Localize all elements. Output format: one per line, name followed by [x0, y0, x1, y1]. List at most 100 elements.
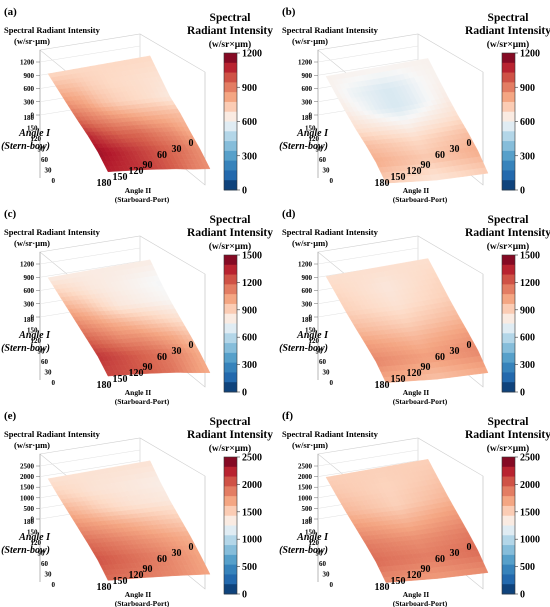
colorbar-band [502, 352, 515, 364]
angle2-tick-label: 180 [97, 380, 112, 391]
surface-patch [481, 566, 489, 574]
colorbar-tick-label: 1000 [520, 535, 540, 546]
colorbar-band [224, 150, 237, 162]
colorbar-band [224, 343, 237, 354]
colorbar-tick-label: 900 [520, 305, 535, 316]
angle2-title: Angle II [403, 388, 430, 397]
colorbar-tick-label: 1500 [520, 507, 540, 518]
colorbar-band [224, 92, 237, 103]
colorbar-title: Spectral [488, 12, 529, 24]
angle1-tick-label: 150 [27, 125, 38, 133]
z-tick-label: 300 [302, 98, 313, 106]
colorbar-band [224, 564, 237, 575]
angle2-title: Angle II [125, 388, 152, 397]
grid-line [39, 449, 141, 467]
colorbar-band [224, 170, 237, 181]
colorbar-band [224, 505, 237, 517]
angle2-tick-label: 30 [172, 144, 182, 155]
colorbar-band [502, 476, 515, 487]
angle2-tick-label: 60 [157, 150, 167, 161]
colorbar-tick-label: 1200 [520, 49, 540, 60]
z-tick-label: 0 [31, 112, 35, 120]
colorbar-tick-label: 0 [520, 590, 525, 601]
colorbar-band [224, 545, 237, 556]
colorbar-band [224, 333, 237, 344]
colorbar-band [224, 303, 237, 315]
panel-label: (c) [4, 208, 17, 220]
angle2-subtitle: (Starboard-Port) [393, 195, 448, 204]
z-axis-title: Spectral Radiant Intensity [282, 429, 379, 439]
z-axis-unit: (w/sr·μm) [14, 238, 50, 248]
angle1-tick-label: 30 [323, 167, 331, 175]
angle1-tick-label: 0 [330, 581, 334, 589]
angle2-tick-label: 30 [172, 346, 182, 357]
z-tick-label: 900 [302, 72, 313, 80]
angle1-tick-label: 60 [319, 358, 327, 366]
colorbar-band [502, 362, 515, 373]
colorbar-band [502, 466, 515, 477]
colorbar-band [502, 92, 515, 103]
angle2-tick-label: 150 [391, 374, 406, 385]
colorbar-band [224, 382, 237, 393]
angle1-tick-label: 90 [316, 146, 324, 154]
angle2-tick-label: 120 [129, 166, 144, 177]
angle2-tick-label: 180 [375, 178, 390, 189]
angle2-tick-label: 0 [467, 340, 472, 351]
colorbar-tick-label: 1200 [242, 278, 262, 289]
z-tick-label: 600 [302, 287, 313, 295]
angle2-tick-label: 0 [467, 138, 472, 149]
grid-line [317, 449, 419, 467]
angle1-tick-label: 90 [38, 348, 46, 356]
colorbar-band [502, 53, 515, 64]
angle1-tick-label: 90 [38, 550, 46, 558]
colorbar-band [224, 476, 237, 487]
angle2-tick-label: 60 [157, 352, 167, 363]
colorbar-band [502, 72, 515, 83]
colorbar-band [224, 274, 237, 285]
angle1-tick-label: 180 [302, 518, 313, 526]
colorbar-tick-label: 500 [520, 562, 535, 573]
grid-line [39, 261, 141, 278]
colorbar-tick-label: 900 [242, 305, 257, 316]
z-tick-label: 0 [31, 516, 35, 524]
angle1-tick-label: 120 [31, 135, 42, 143]
colorbar-tick-label: 1200 [242, 49, 262, 60]
colorbar-title-2: Radiant Intensity [187, 227, 273, 239]
grid-line [317, 45, 419, 63]
panel-label: (b) [282, 6, 296, 18]
z-axis-title: Spectral Radiant Intensity [282, 227, 379, 237]
colorbar-tick-label: 0 [242, 388, 247, 399]
colorbar-band [224, 515, 237, 526]
angle2-tick-label: 150 [113, 576, 128, 587]
colorbar-tick-label: 1500 [242, 507, 262, 518]
angle1-tick-label: 180 [24, 518, 35, 526]
z-tick-label: 900 [302, 274, 313, 282]
angle1-tick-label: 120 [309, 135, 320, 143]
colorbar-tick-label: 900 [520, 83, 535, 94]
angle1-tick-label: 180 [24, 114, 35, 122]
colorbar-band [224, 554, 237, 566]
colorbar-band [224, 255, 237, 266]
angle1-tick-label: 30 [45, 369, 53, 377]
angle1-tick-label: 0 [52, 379, 56, 387]
angle2-tick-label: 180 [97, 178, 112, 189]
colorbar-band [502, 574, 515, 585]
colorbar-band [224, 131, 237, 142]
angle2-tick-label: 90 [143, 160, 153, 171]
colorbar-tick-label: 0 [242, 590, 247, 601]
chart-panel: (a)Spectral Radiant Intensity(w/sr·μm)12… [1, 6, 273, 204]
angle1-subtitle: (Stern-bow) [1, 343, 50, 354]
z-axis-unit: (w/sr·μm) [292, 36, 328, 46]
colorbar-band [224, 466, 237, 477]
colorbar-tick-label: 2000 [242, 480, 262, 491]
colorbar-tick-label: 900 [242, 83, 257, 94]
z-tick-label: 900 [24, 274, 35, 282]
colorbar-band [502, 284, 515, 295]
grid-line [39, 460, 141, 477]
angle2-subtitle: (Starboard-Port) [393, 599, 448, 607]
colorbar-band [502, 554, 515, 566]
angle2-tick-label: 150 [113, 172, 128, 183]
grid-line [317, 247, 419, 265]
colorbar-band [224, 180, 237, 191]
colorbar-tick-label: 1500 [520, 251, 540, 262]
